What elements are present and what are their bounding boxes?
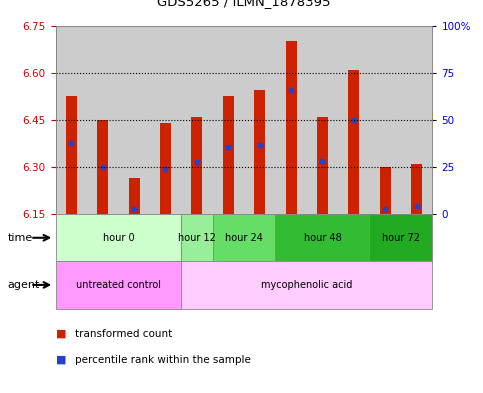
Bar bbox=[223, 96, 234, 214]
Bar bbox=[401, 26, 432, 214]
Text: hour 0: hour 0 bbox=[102, 233, 134, 243]
Bar bbox=[56, 214, 181, 261]
Bar bbox=[369, 214, 432, 261]
Bar bbox=[213, 214, 275, 261]
Bar bbox=[181, 261, 432, 309]
Bar bbox=[307, 26, 338, 214]
Bar bbox=[369, 26, 401, 214]
Text: ■: ■ bbox=[56, 354, 66, 365]
Bar bbox=[275, 214, 369, 261]
Bar bbox=[128, 178, 140, 214]
Bar bbox=[56, 26, 87, 214]
Bar bbox=[411, 164, 422, 214]
Bar bbox=[244, 26, 275, 214]
Text: hour 48: hour 48 bbox=[303, 233, 341, 243]
Bar bbox=[181, 26, 213, 214]
Bar bbox=[66, 96, 77, 214]
Text: percentile rank within the sample: percentile rank within the sample bbox=[75, 354, 251, 365]
Text: agent: agent bbox=[7, 280, 40, 290]
Bar bbox=[254, 90, 265, 214]
Bar bbox=[87, 26, 118, 214]
Bar bbox=[56, 261, 181, 309]
Text: GDS5265 / ILMN_1878395: GDS5265 / ILMN_1878395 bbox=[157, 0, 331, 8]
Text: hour 12: hour 12 bbox=[178, 233, 216, 243]
Text: untreated control: untreated control bbox=[76, 280, 161, 290]
Bar bbox=[191, 117, 202, 214]
Bar bbox=[317, 117, 328, 214]
Bar bbox=[348, 70, 359, 214]
Bar bbox=[380, 167, 391, 214]
Text: time: time bbox=[7, 233, 32, 243]
Bar bbox=[275, 26, 307, 214]
Bar bbox=[97, 120, 108, 214]
Bar bbox=[160, 123, 171, 214]
Bar bbox=[338, 26, 369, 214]
Text: transformed count: transformed count bbox=[75, 329, 172, 339]
Text: hour 72: hour 72 bbox=[382, 233, 420, 243]
Text: mycophenolic acid: mycophenolic acid bbox=[261, 280, 353, 290]
Text: hour 24: hour 24 bbox=[225, 233, 263, 243]
Bar bbox=[285, 41, 297, 214]
Text: ■: ■ bbox=[56, 329, 66, 339]
Bar bbox=[181, 214, 213, 261]
Bar bbox=[118, 26, 150, 214]
Bar bbox=[150, 26, 181, 214]
Bar bbox=[213, 26, 244, 214]
